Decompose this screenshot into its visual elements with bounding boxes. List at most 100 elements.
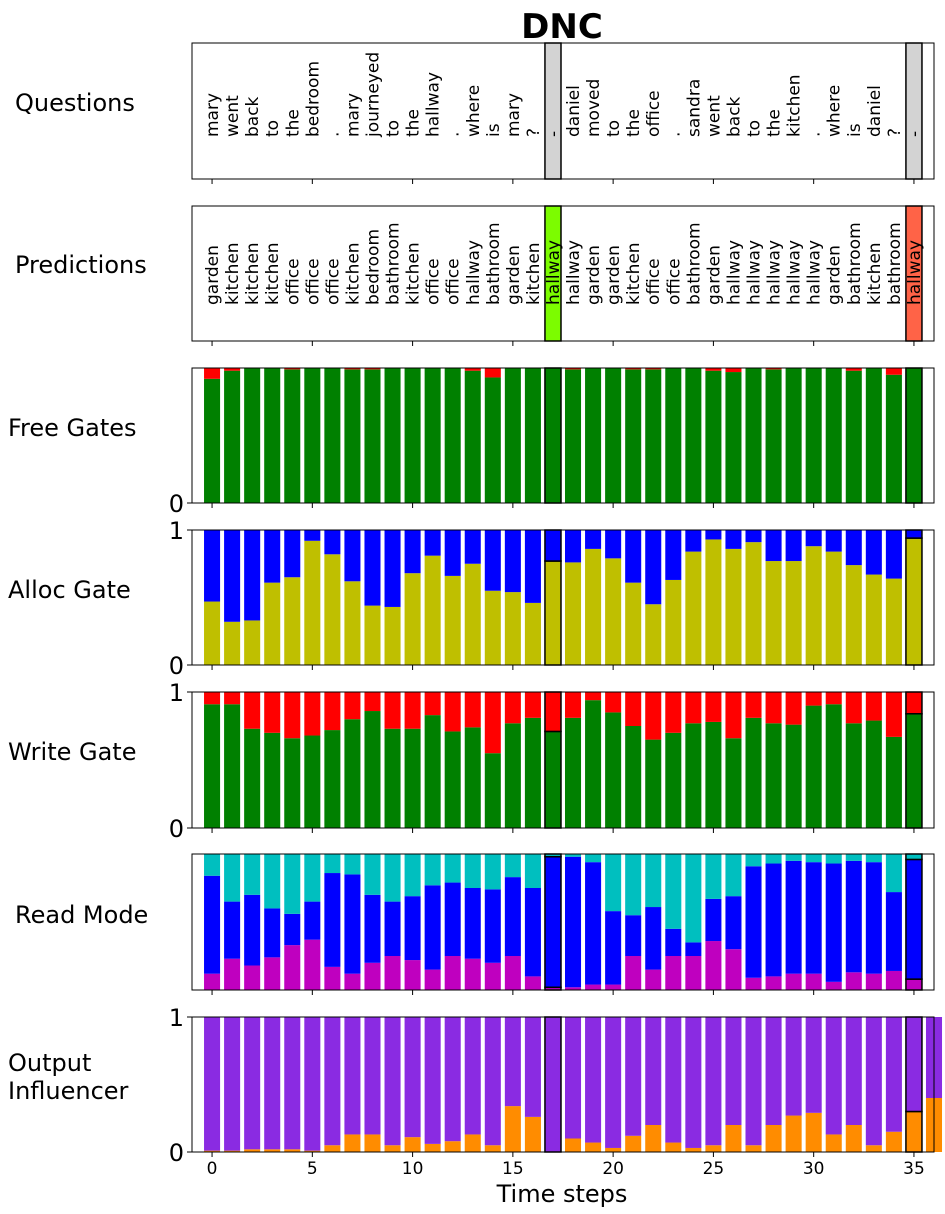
bar-free (484, 377, 501, 503)
bar-backward (224, 958, 241, 990)
bar-forward (725, 854, 742, 897)
bar-forward (565, 854, 582, 857)
bar-controller (244, 1017, 261, 1150)
token-label: sandra (684, 79, 704, 137)
bar-backward (464, 958, 481, 990)
bar-free (825, 368, 842, 503)
bar-free (304, 368, 321, 503)
bar-forward (344, 854, 361, 875)
alloc-gate-frame (191, 529, 935, 666)
bar-content (384, 901, 401, 956)
read-mode-frame (191, 853, 935, 991)
bar-content (625, 915, 642, 956)
bar-controller (464, 1017, 481, 1135)
bar-backward (605, 984, 622, 990)
bar-content (865, 862, 882, 974)
bar-memory (745, 1145, 762, 1152)
bar-backward (585, 984, 602, 990)
bar-retain (224, 368, 241, 371)
bar-write (845, 723, 862, 828)
bar-controller (524, 1017, 541, 1117)
token-label: office (644, 258, 664, 305)
bar-write (404, 728, 421, 828)
bar-write (845, 530, 862, 566)
bar-write (565, 530, 582, 563)
token-label: where (464, 85, 484, 137)
bar-allocation (845, 565, 862, 665)
token-label: kitchen (865, 242, 885, 305)
bar-free (785, 368, 802, 503)
bar-allocation (825, 551, 842, 665)
bar-write (204, 530, 221, 602)
bar-no-write (705, 692, 722, 722)
bar-retain (705, 368, 722, 371)
bar-memory (204, 1150, 221, 1152)
bar-controller (585, 1017, 602, 1143)
bar-memory (364, 1134, 381, 1152)
bar-free (404, 368, 421, 503)
token-label: hallway (785, 240, 805, 305)
bar-backward (685, 956, 702, 990)
bar-backward (344, 973, 361, 990)
bar-allocation (805, 546, 822, 665)
token-label: ? (885, 128, 905, 137)
bar-controller (384, 1017, 401, 1146)
bar-allocation (645, 604, 662, 665)
bar-free (665, 368, 682, 503)
bar-controller (605, 1017, 622, 1148)
token-label: hallway (724, 240, 744, 305)
token-label: - (544, 131, 564, 137)
bar-memory (444, 1141, 461, 1152)
token-label: mary (504, 93, 524, 137)
token-label: kitchen (223, 242, 243, 305)
bar-no-write (725, 692, 742, 739)
bar-write (544, 529, 562, 562)
bar-no-write (424, 692, 441, 716)
bar-allocation (625, 582, 642, 665)
bar-free (324, 368, 341, 503)
bar-write (544, 730, 562, 829)
bar-forward (665, 854, 682, 929)
bar-no-write (384, 692, 401, 729)
bar-write (324, 530, 341, 555)
token-label: the (765, 109, 785, 137)
token-label: garden (704, 245, 724, 305)
bar-free (585, 368, 602, 503)
bar-forward (645, 854, 662, 908)
bar-free (384, 368, 401, 503)
bar-write (645, 739, 662, 828)
bar-free (705, 370, 722, 503)
bar-backward (785, 973, 802, 990)
bar-write (384, 728, 401, 828)
bar-backward (384, 956, 401, 990)
bar-controller (284, 1017, 301, 1150)
bar-no-write (344, 692, 361, 720)
bar-backward (264, 957, 281, 990)
bar-content (284, 913, 301, 946)
bar-no-write (685, 692, 702, 724)
bar-write (745, 717, 762, 828)
bar-no-write (244, 692, 261, 729)
bar-memory (524, 1116, 541, 1152)
bar-free (244, 368, 261, 503)
bar-controller (224, 1017, 241, 1151)
bar-free (224, 370, 241, 503)
bar-controller (745, 1017, 762, 1146)
bar-forward (324, 854, 341, 874)
token-label: hallway (544, 240, 564, 305)
bar-free (805, 368, 822, 503)
bar-write (344, 530, 361, 582)
bar-backward (304, 939, 321, 990)
bar-controller (565, 1017, 582, 1139)
x-tick-label: 5 (307, 1159, 318, 1179)
bar-no-write (585, 692, 602, 701)
token-label: the (283, 109, 303, 137)
token-label: mary (203, 93, 223, 137)
bar-content (805, 862, 822, 974)
bar-backward (364, 962, 381, 990)
bar-no-write (605, 692, 622, 713)
bar-forward (705, 854, 722, 899)
bar-forward (605, 854, 622, 912)
bar-memory (885, 1131, 902, 1152)
bar-content (845, 860, 862, 973)
